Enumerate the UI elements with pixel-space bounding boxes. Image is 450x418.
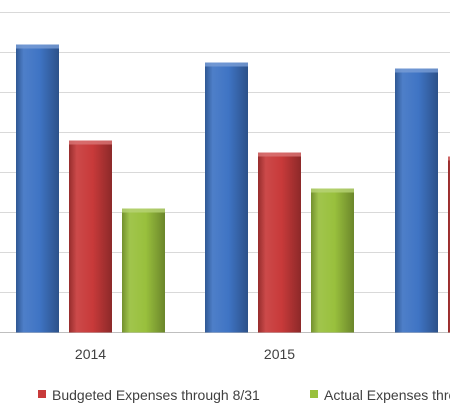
- legend-swatch: [310, 390, 318, 398]
- bar: [395, 68, 438, 333]
- legend-swatch: [38, 390, 46, 398]
- legend-entry: Budgeted Expenses through 8/31: [38, 387, 260, 403]
- legend: BudgetBudgeted Expenses through 8/31Actu…: [38, 387, 450, 403]
- x-tick-label: 2014: [75, 346, 106, 362]
- x-axis-tick-labels: 2014 2015: [75, 346, 295, 362]
- bar: [448, 156, 450, 333]
- bar: [16, 44, 59, 333]
- legend-entry: Actual Expenses through 8/31: [310, 387, 450, 403]
- bar: [122, 208, 165, 333]
- legend-label: Actual Expenses through 8/31: [324, 387, 450, 403]
- bars: [16, 44, 450, 333]
- bar: [311, 188, 354, 333]
- x-tick-label: 2015: [264, 346, 295, 362]
- bar: [205, 62, 248, 333]
- bar: [69, 140, 112, 333]
- legend-label: Budgeted Expenses through 8/31: [52, 387, 260, 403]
- bar: [258, 152, 301, 333]
